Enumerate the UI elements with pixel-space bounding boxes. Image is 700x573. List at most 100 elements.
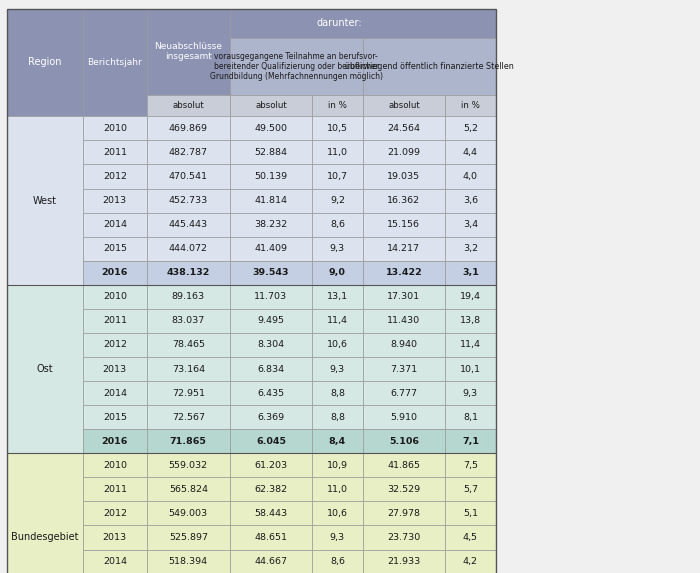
Text: 444.072: 444.072 xyxy=(169,244,208,253)
Bar xyxy=(445,477,496,501)
Text: Ost: Ost xyxy=(36,364,53,374)
Bar xyxy=(312,357,363,381)
Bar xyxy=(445,309,496,333)
Bar xyxy=(83,140,147,164)
Bar xyxy=(147,333,230,357)
Bar xyxy=(445,429,496,453)
Bar xyxy=(147,501,230,525)
Bar xyxy=(445,116,496,140)
Text: 10,6: 10,6 xyxy=(327,509,348,518)
Bar xyxy=(312,525,363,550)
Text: 44.667: 44.667 xyxy=(254,557,288,566)
Bar xyxy=(83,261,147,285)
Text: 62.382: 62.382 xyxy=(254,485,288,494)
Bar xyxy=(147,357,230,381)
Text: 4,4: 4,4 xyxy=(463,148,478,157)
Text: 3,1: 3,1 xyxy=(462,268,479,277)
Bar xyxy=(445,381,496,405)
Text: 83.037: 83.037 xyxy=(172,316,205,325)
Text: 32.529: 32.529 xyxy=(387,485,421,494)
Text: 3,6: 3,6 xyxy=(463,196,478,205)
Bar xyxy=(230,140,312,164)
Text: 2011: 2011 xyxy=(103,148,127,157)
Text: 2016: 2016 xyxy=(102,437,128,446)
Bar xyxy=(312,333,363,357)
Bar xyxy=(147,116,230,140)
Bar xyxy=(445,550,496,573)
Bar xyxy=(230,95,312,116)
Bar xyxy=(230,38,363,95)
Text: 9,3: 9,3 xyxy=(463,388,478,398)
Text: 525.897: 525.897 xyxy=(169,533,208,542)
Bar xyxy=(445,501,496,525)
Bar xyxy=(363,550,445,573)
Text: 19,4: 19,4 xyxy=(460,292,481,301)
Text: 482.787: 482.787 xyxy=(169,148,208,157)
Bar xyxy=(312,213,363,237)
Bar xyxy=(83,477,147,501)
Text: absolut: absolut xyxy=(255,101,287,110)
Bar xyxy=(445,95,496,116)
Bar xyxy=(83,405,147,429)
Text: 2014: 2014 xyxy=(103,220,127,229)
Bar xyxy=(363,261,445,285)
Bar xyxy=(312,405,363,429)
Bar xyxy=(230,164,312,189)
Text: 470.541: 470.541 xyxy=(169,172,208,181)
Bar xyxy=(445,453,496,477)
Text: 518.394: 518.394 xyxy=(169,557,208,566)
Bar xyxy=(445,140,496,164)
Bar xyxy=(445,164,496,189)
Text: 11,4: 11,4 xyxy=(460,340,481,350)
Bar xyxy=(363,429,445,453)
Bar xyxy=(363,213,445,237)
Text: 2015: 2015 xyxy=(103,413,127,422)
Text: 38.232: 38.232 xyxy=(254,220,288,229)
Bar xyxy=(312,501,363,525)
Text: Bundesgebiet: Bundesgebiet xyxy=(11,532,78,543)
Text: 11,4: 11,4 xyxy=(327,316,348,325)
Text: 2012: 2012 xyxy=(103,509,127,518)
Bar xyxy=(83,285,147,309)
Text: Berichtsjahr: Berichtsjahr xyxy=(88,58,142,67)
Text: 73.164: 73.164 xyxy=(172,364,205,374)
Bar xyxy=(312,429,363,453)
Bar xyxy=(312,261,363,285)
Text: 2010: 2010 xyxy=(103,292,127,301)
Bar xyxy=(445,405,496,429)
Bar xyxy=(7,285,83,453)
Bar xyxy=(147,381,230,405)
Bar xyxy=(83,164,147,189)
Bar xyxy=(147,429,230,453)
Text: 7,5: 7,5 xyxy=(463,461,478,470)
Text: 2010: 2010 xyxy=(103,461,127,470)
Text: 11,0: 11,0 xyxy=(327,485,348,494)
Text: 23.730: 23.730 xyxy=(387,533,421,542)
Text: 15.156: 15.156 xyxy=(387,220,421,229)
Text: 559.032: 559.032 xyxy=(169,461,208,470)
Bar xyxy=(445,237,496,261)
Bar xyxy=(83,9,147,116)
Text: darunter:: darunter: xyxy=(317,18,363,29)
Bar xyxy=(445,525,496,550)
Bar xyxy=(312,140,363,164)
Text: 2012: 2012 xyxy=(103,340,127,350)
Text: 11,0: 11,0 xyxy=(327,148,348,157)
Bar xyxy=(230,405,312,429)
Text: 9,3: 9,3 xyxy=(330,364,345,374)
Text: 11.703: 11.703 xyxy=(254,292,288,301)
Text: 2015: 2015 xyxy=(103,244,127,253)
Text: 8,6: 8,6 xyxy=(330,220,345,229)
Bar xyxy=(230,189,312,213)
Text: 9.495: 9.495 xyxy=(258,316,284,325)
Bar xyxy=(7,453,83,573)
Text: 6.435: 6.435 xyxy=(258,388,284,398)
Text: 58.443: 58.443 xyxy=(254,509,288,518)
Text: 10,7: 10,7 xyxy=(327,172,348,181)
Text: vorausgegangene Teilnahme an berufsvor-
bereitender Qualifizierung oder beruflic: vorausgegangene Teilnahme an berufsvor- … xyxy=(209,52,383,81)
Bar xyxy=(230,525,312,550)
Bar xyxy=(7,9,496,573)
Bar xyxy=(312,237,363,261)
Text: 21.099: 21.099 xyxy=(387,148,421,157)
Bar xyxy=(230,309,312,333)
